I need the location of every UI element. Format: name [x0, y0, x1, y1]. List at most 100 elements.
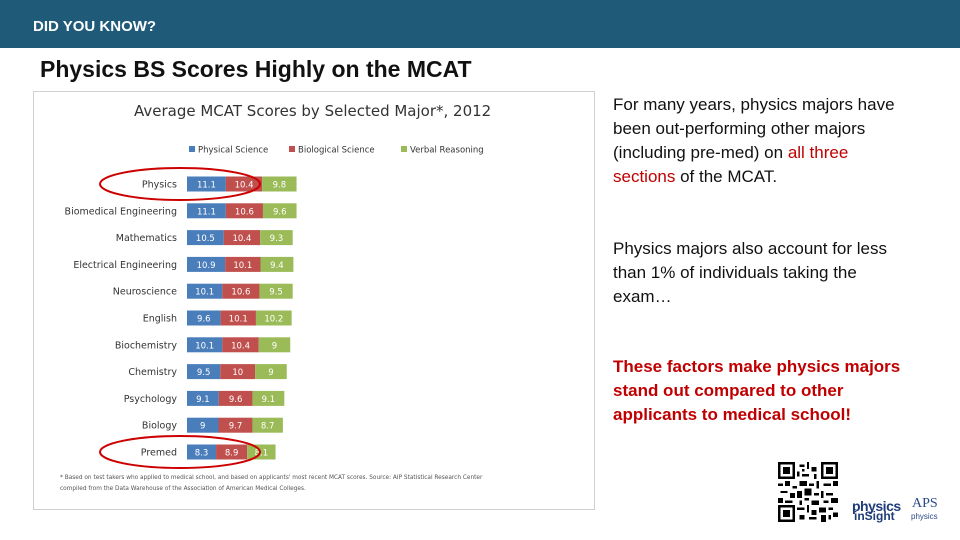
bar-segment	[255, 364, 287, 380]
paragraph-conclusion: These factors make physics majors stand …	[613, 357, 901, 424]
bar-segment	[255, 310, 292, 326]
paragraph-share: Physics majors also account for less tha…	[613, 239, 887, 306]
category-label: Electrical Engineering	[73, 260, 177, 271]
bar-segment	[260, 256, 294, 272]
bar-value-label: 9.5	[197, 368, 211, 378]
bar-segment	[222, 283, 260, 299]
chart-title: Average MCAT Scores by Selected Major*, …	[134, 102, 491, 120]
bar-segment	[218, 417, 253, 433]
category-label: Biology	[142, 421, 177, 432]
bar-segment	[187, 283, 223, 299]
header-bar: DID YOU KNOW?	[0, 0, 960, 48]
bar-value-label: 8.1	[255, 449, 269, 459]
bar-value-label: 9.1	[262, 395, 276, 405]
category-label: Premed	[141, 448, 177, 459]
bar-segment	[222, 337, 259, 353]
bar-value-label: 8.9	[225, 449, 239, 459]
bar-value-label: 10.4	[232, 234, 251, 244]
bar-segment	[187, 176, 226, 192]
bar-value-label: 10.2	[264, 315, 283, 325]
bar-value-label: 9.3	[270, 234, 284, 244]
category-label: English	[143, 314, 177, 325]
bar-value-label: 9.6	[273, 207, 287, 217]
bar-segment	[187, 310, 221, 326]
bar-segment	[187, 256, 226, 272]
category-label: Psychology	[124, 394, 178, 405]
category-label: Mathematics	[116, 233, 177, 244]
bar-segment	[258, 337, 291, 353]
bar-segment	[223, 230, 261, 246]
physics-logo-word: physics	[852, 498, 901, 514]
legend-label: Verbal Reasoning	[410, 146, 484, 156]
bar-value-label: 10.1	[195, 341, 214, 351]
bar-segment	[262, 203, 297, 219]
bar-value-label: 9.7	[229, 422, 243, 432]
bar-segment	[220, 364, 256, 380]
aps-logo-sub: physics	[911, 512, 938, 521]
bar-value-label: 10.6	[231, 288, 250, 298]
bar-value-label: 10.6	[235, 207, 254, 217]
bar-value-label: 9.6	[229, 395, 243, 405]
bar-value-label: 9	[200, 422, 205, 432]
slide-title: Physics BS Scores Highly on the MCAT	[40, 56, 472, 82]
aps-logo-word: APS	[912, 496, 938, 511]
bar-value-label: 9.5	[269, 288, 283, 298]
category-label: Biochemistry	[115, 340, 178, 351]
bar-value-label: 9	[268, 368, 273, 378]
legend-label: Biological Science	[298, 146, 375, 156]
bar-segment	[259, 283, 293, 299]
bar-segment	[218, 390, 253, 406]
highlight-circle	[99, 435, 261, 469]
bar-value-label: 10.5	[196, 234, 215, 244]
category-label: Neuroscience	[113, 287, 177, 298]
category-label: Chemistry	[128, 367, 177, 378]
bar-value-label: 9	[272, 341, 277, 351]
bar-segment	[187, 203, 226, 219]
bar-segment	[225, 203, 263, 219]
bar-segment	[187, 390, 219, 406]
bar-value-label: 9.6	[197, 315, 211, 325]
legend-swatch	[289, 146, 295, 152]
bar-value-label: 10.1	[229, 315, 248, 325]
bar-value-label: 10.4	[235, 181, 254, 191]
mcat-bar-chart: Average MCAT Scores by Selected Major*, …	[60, 102, 491, 492]
bar-value-label: 9.8	[273, 181, 287, 191]
bar-segment	[252, 390, 285, 406]
bar-segment	[225, 256, 261, 272]
bar-segment	[187, 230, 224, 246]
bar-segment	[260, 230, 293, 246]
bar-segment	[247, 444, 276, 460]
legend-label: Physical Science	[198, 146, 268, 156]
category-label: Physics	[142, 180, 177, 191]
highlight-circle	[99, 167, 261, 201]
bar-segment	[216, 444, 248, 460]
legend-swatch	[189, 146, 195, 152]
insight-logo-word: inSight	[854, 509, 895, 523]
qr-code-icon	[778, 462, 838, 522]
category-label: Biomedical Engineering	[65, 206, 177, 217]
bar-value-label: 9.1	[196, 395, 210, 405]
bar-value-label: 10.1	[195, 288, 214, 298]
paragraph-performance-end: of the MCAT.	[675, 167, 778, 186]
bar-value-label: 10.4	[231, 341, 250, 351]
paragraph-performance-start: For many years, physics majors have been…	[613, 95, 895, 162]
bar-segment	[220, 310, 256, 326]
bar-value-label: 11.1	[197, 207, 216, 217]
legend-swatch	[401, 146, 407, 152]
bar-value-label: 10.1	[233, 261, 252, 271]
header-label: DID YOU KNOW?	[33, 18, 157, 35]
bar-segment	[187, 337, 223, 353]
bar-segment	[187, 364, 221, 380]
bar-value-label: 8.3	[195, 449, 209, 459]
chart-panel: Average MCAT Scores by Selected Major*, …	[33, 91, 595, 510]
bar-value-label: 9.4	[270, 261, 284, 271]
bar-value-label: 8.7	[261, 422, 275, 432]
paragraph-performance: For many years, physics majors have been…	[613, 93, 913, 189]
bar-segment	[187, 417, 219, 433]
bar-segment	[262, 176, 297, 192]
chart-footnote: compiled from the Data Warehouse of the …	[60, 486, 306, 492]
bar-value-label: 11.1	[197, 181, 216, 191]
bar-segment	[252, 417, 283, 433]
chart-footnote: * Based on test takers who applied to me…	[60, 475, 483, 481]
bar-value-label: 10	[232, 368, 243, 378]
